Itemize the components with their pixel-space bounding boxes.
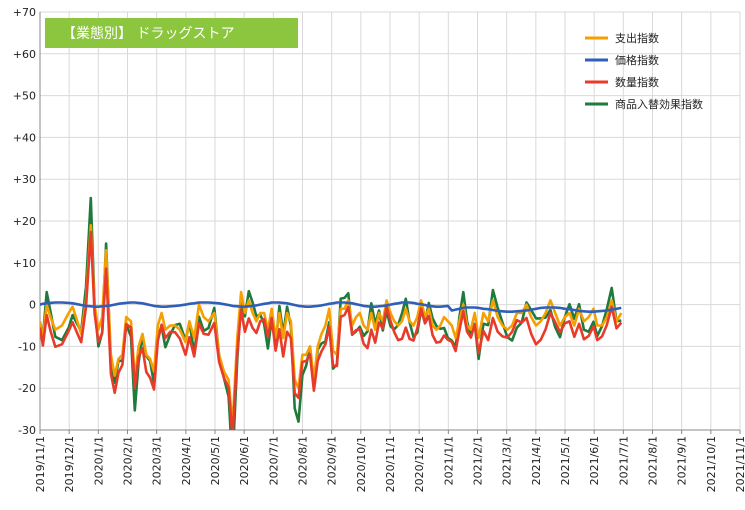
y-tick-label: +40	[13, 131, 36, 144]
chart-title: 【業態別】 ドラッグストア	[62, 26, 234, 42]
y-tick-label: -30	[18, 424, 36, 437]
x-tick-label: 2020/9/1	[326, 436, 339, 485]
series-line-2	[40, 230, 623, 430]
x-tick-label: 2021/1/1	[442, 436, 455, 485]
x-tick-label: 2021/3/1	[501, 436, 514, 485]
x-tick-label: 2021/9/1	[676, 436, 689, 485]
x-tick-label: 2020/5/1	[209, 436, 222, 485]
y-tick-label: +30	[13, 173, 36, 186]
x-tick-label: 2020/3/1	[151, 436, 164, 485]
x-tick-label: 2020/10/1	[355, 436, 368, 492]
x-tick-label: 2021/7/1	[617, 436, 630, 485]
legend-label: 支出指数	[615, 31, 659, 45]
legend-label: 商品入替効果指数	[615, 97, 703, 111]
x-tick-label: 2019/11/1	[34, 436, 47, 492]
series-group	[40, 196, 623, 430]
series-line-1	[40, 301, 622, 313]
y-tick-label: -10	[18, 340, 36, 353]
x-tick-label: 2021/8/1	[647, 436, 660, 485]
x-tick-label: 2021/2/1	[472, 436, 485, 485]
x-tick-label: 2020/1/1	[92, 436, 105, 485]
y-tick-label: +20	[13, 215, 36, 228]
x-tick-label: 2021/11/1	[734, 436, 745, 492]
axes: -30 -20 -10 0 +10 +20 +30 +40 +50 +60 +70 2019/11/1…	[13, 6, 745, 492]
x-tick-label: 2021/4/1	[530, 436, 543, 485]
series-line-0	[40, 223, 623, 428]
x-tick-label: 2020/8/1	[297, 436, 310, 485]
y-tick-label: +70	[13, 6, 36, 19]
x-tick-label: 2020/12/1	[413, 436, 426, 492]
x-tick-label: 2020/2/1	[122, 436, 135, 485]
y-tick-label: +50	[13, 90, 36, 103]
x-tick-label: 2020/11/1	[384, 436, 397, 492]
legend-label: 価格指数	[615, 53, 659, 67]
x-tick-label: 2020/6/1	[238, 436, 251, 485]
y-tick-label: 0	[29, 299, 36, 312]
title-box	[45, 18, 298, 48]
x-tick-label: 2021/5/1	[559, 436, 572, 485]
y-tick-label: +10	[13, 257, 36, 270]
y-tick-label: +60	[13, 48, 36, 61]
x-tick-label: 2019/12/1	[63, 436, 76, 492]
legend-label: 数量指数	[615, 75, 659, 89]
y-tick-label: -20	[18, 382, 36, 395]
x-tick-label: 2020/4/1	[180, 436, 193, 485]
x-tick-label: 2021/10/1	[705, 436, 718, 492]
x-tick-label: 2021/6/1	[588, 436, 601, 485]
x-tick-label: 2020/7/1	[267, 436, 280, 485]
